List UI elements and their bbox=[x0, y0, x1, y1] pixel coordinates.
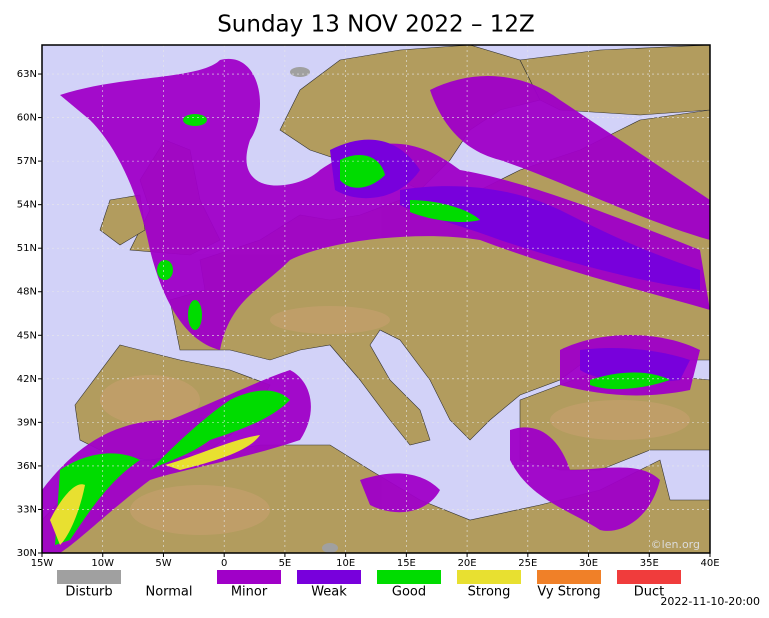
lat-tick-label: 63N bbox=[17, 69, 37, 80]
lon-tick-label: 30E bbox=[579, 558, 598, 569]
disturb-areas bbox=[290, 67, 338, 553]
graticule bbox=[42, 45, 710, 553]
legend-swatch bbox=[297, 570, 361, 584]
lon-tick-label: 5E bbox=[279, 558, 292, 569]
legend-swatch bbox=[377, 570, 441, 584]
legend-swatch bbox=[57, 570, 121, 584]
lat-tick-label: 36N bbox=[17, 461, 37, 472]
lat-tick-label: 39N bbox=[17, 417, 37, 428]
lat-tick-label: 51N bbox=[17, 243, 37, 254]
map bbox=[42, 45, 710, 553]
lon-tick-label: 15W bbox=[31, 558, 54, 569]
lon-tick-label: 35E bbox=[640, 558, 659, 569]
legend-swatch bbox=[217, 570, 281, 584]
legend-label: Vy Strong bbox=[537, 585, 600, 600]
lat-tick-label: 33N bbox=[17, 504, 37, 515]
legend-swatch bbox=[537, 570, 601, 584]
lat-tick-label: 57N bbox=[17, 156, 37, 167]
map-title: Sunday 13 NOV 2022 – 12Z bbox=[217, 12, 535, 38]
legend: Disturb Normal Minor Weak Good Strong Vy Stron… bbox=[57, 570, 681, 600]
lat-tick-label: 48N bbox=[17, 287, 37, 298]
lat-tick-label: 45N bbox=[17, 330, 37, 341]
legend-swatch bbox=[617, 570, 681, 584]
lat-tick-label: 30N bbox=[17, 548, 37, 559]
lon-tick-label: 25E bbox=[518, 558, 537, 569]
lon-tick-label: 0 bbox=[221, 558, 227, 569]
strong-areas bbox=[50, 435, 260, 545]
legend-label: Duct bbox=[634, 585, 665, 600]
legend-label: Disturb bbox=[65, 585, 112, 600]
lon-tick-label: 5W bbox=[155, 558, 171, 569]
lat-tick-label: 54N bbox=[17, 200, 37, 211]
lon-tick-label: 10E bbox=[336, 558, 355, 569]
map-frame bbox=[41, 44, 711, 554]
lat-tick-label: 60N bbox=[17, 113, 37, 124]
terrain bbox=[100, 306, 690, 535]
good-areas bbox=[55, 114, 670, 545]
legend-label: Weak bbox=[311, 585, 347, 600]
legend-label: Strong bbox=[468, 585, 511, 600]
lon-tick-label: 40E bbox=[700, 558, 719, 569]
legend-swatch bbox=[457, 570, 521, 584]
lat-tick-label: 42N bbox=[17, 374, 37, 385]
legend-label: Minor bbox=[231, 585, 268, 600]
legend-label: Normal bbox=[145, 585, 192, 600]
lon-tick-label: 10W bbox=[91, 558, 114, 569]
lon-tick-label: 15E bbox=[397, 558, 416, 569]
lon-tick-label: 20E bbox=[458, 558, 477, 569]
timestamp: 2022-11-10-20:00 bbox=[660, 595, 760, 608]
legend-label: Good bbox=[392, 585, 426, 600]
watermark: ©len.org bbox=[651, 538, 700, 551]
